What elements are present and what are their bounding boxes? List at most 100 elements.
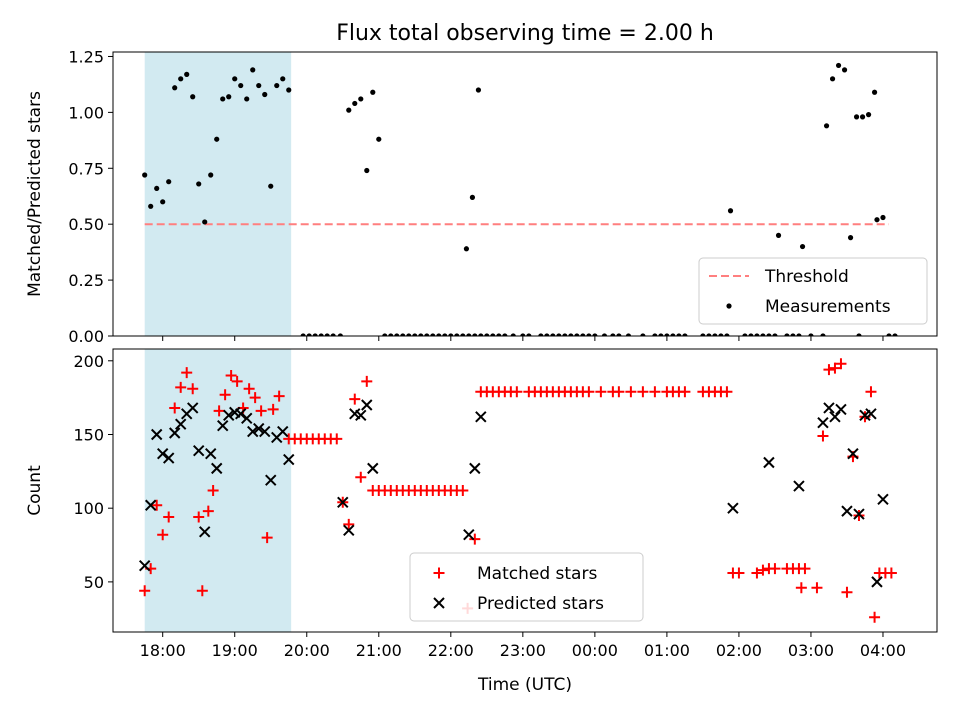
measurement-point <box>306 333 312 336</box>
matched-point <box>163 511 175 523</box>
predicted-point <box>853 508 865 520</box>
legend: Matched stars Predicted stars <box>409 552 644 622</box>
measurement-point <box>418 333 424 336</box>
measurement-point <box>160 199 166 205</box>
predicted-point <box>823 402 835 414</box>
x-tick-label: 03:00 <box>788 641 834 660</box>
legend-box <box>698 257 928 325</box>
measurement-point <box>586 333 592 336</box>
measurement-point <box>796 333 802 336</box>
predicted-point <box>847 447 859 460</box>
matched-point <box>679 386 691 398</box>
measurement-point <box>670 333 676 336</box>
x-tick-label: 02:00 <box>716 641 762 660</box>
measurement-point <box>337 333 343 336</box>
measurement-point <box>835 62 842 69</box>
measurement-point <box>706 333 712 336</box>
predicted-point <box>265 474 277 486</box>
measurement-point <box>406 333 412 336</box>
measurement-point <box>610 333 616 336</box>
legend-predicted-label: Predicted stars <box>477 594 604 614</box>
matched-point <box>751 567 763 579</box>
predicted-point <box>259 425 271 438</box>
matched-point <box>811 582 823 594</box>
measurement-point <box>256 82 262 89</box>
measurement-point <box>172 85 178 91</box>
matched-point <box>267 403 279 415</box>
predicted-point <box>841 505 853 517</box>
predicted-point <box>150 428 163 441</box>
matched-point <box>243 383 255 395</box>
chart-title: Flux total observing time = 2.00 h <box>336 21 714 46</box>
matched-point <box>139 585 151 597</box>
matched-point <box>181 367 193 379</box>
measurement-point <box>829 76 836 82</box>
matched-point <box>823 364 835 376</box>
measurement-point <box>460 333 466 336</box>
matched-point <box>249 392 261 404</box>
matched-point <box>219 389 231 401</box>
measurement-point <box>496 333 502 336</box>
x-tick-label: 19:00 <box>212 641 258 660</box>
legend: Threshold Measurements <box>698 257 928 325</box>
measurement-point <box>382 333 388 336</box>
predicted-point <box>144 499 157 511</box>
matched-point <box>213 405 225 417</box>
y-axis-label: Count <box>25 465 45 516</box>
measurement-point <box>790 333 796 336</box>
predicted-point <box>877 493 889 506</box>
predicted-point <box>355 409 367 422</box>
matched-point <box>841 586 853 598</box>
top-panel: 0.00 0.25 0.50 0.75 1.00 1.25 Matched/Predicte… <box>25 47 938 346</box>
matched-point <box>202 505 214 517</box>
y-tick-label: 1.00 <box>68 103 104 122</box>
measurement-point <box>520 333 526 336</box>
measurement-point <box>376 136 382 142</box>
measurement-point <box>268 183 274 189</box>
measurement-point <box>510 333 516 336</box>
measurement-point <box>469 194 476 200</box>
measurement-point <box>853 114 860 120</box>
measurement-point <box>841 67 848 73</box>
matched-point <box>469 533 481 545</box>
legend-measurement-label: Measurements <box>765 297 891 317</box>
measurement-point <box>640 333 646 336</box>
plot-area <box>138 358 897 623</box>
measurement-point <box>424 333 430 336</box>
measurement-point <box>865 112 872 118</box>
legend-predicted-swatch <box>433 597 445 609</box>
y-tick-label: 0.00 <box>68 327 104 346</box>
matched-point <box>207 485 219 496</box>
predicted-point <box>469 462 481 475</box>
y-tick-label: 0.50 <box>68 215 104 234</box>
measurement-point <box>748 333 754 336</box>
measurement-point <box>700 333 706 336</box>
y-tick-label: 50 <box>84 573 104 592</box>
matched-point <box>187 383 199 395</box>
measurement-point <box>370 89 376 95</box>
legend-measurement-swatch <box>726 303 732 309</box>
matched-point <box>817 430 829 442</box>
measurement-point <box>202 219 208 225</box>
measurement-point <box>358 96 364 102</box>
measurement-point <box>442 333 448 336</box>
matched-point <box>355 471 367 483</box>
predicted-point <box>865 408 877 420</box>
axes-frame <box>112 348 938 633</box>
y-tick-label: 150 <box>73 425 104 444</box>
predicted-point <box>205 447 217 460</box>
measurement-point <box>154 185 160 192</box>
matched-point <box>175 381 187 393</box>
matched-point <box>733 567 745 579</box>
measurement-point <box>820 333 826 336</box>
matched-point <box>769 563 781 575</box>
measurement-point <box>592 333 598 336</box>
measurement-point <box>544 333 550 336</box>
legend-matched-swatch <box>433 567 445 579</box>
measurement-point <box>388 333 394 336</box>
matched-point <box>273 390 285 402</box>
measurement-point <box>324 333 330 336</box>
matched-point <box>721 386 733 398</box>
y-tick-label: 0.75 <box>68 159 104 178</box>
measurement-point <box>562 333 568 336</box>
